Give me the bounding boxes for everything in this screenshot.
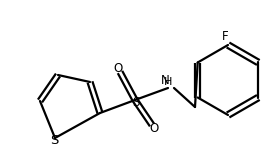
Text: O: O xyxy=(149,122,159,135)
Text: N: N xyxy=(161,74,169,87)
Text: S: S xyxy=(132,96,140,109)
Text: H: H xyxy=(164,77,172,87)
Text: S: S xyxy=(50,133,58,146)
Text: F: F xyxy=(222,29,228,42)
Text: O: O xyxy=(113,62,123,75)
